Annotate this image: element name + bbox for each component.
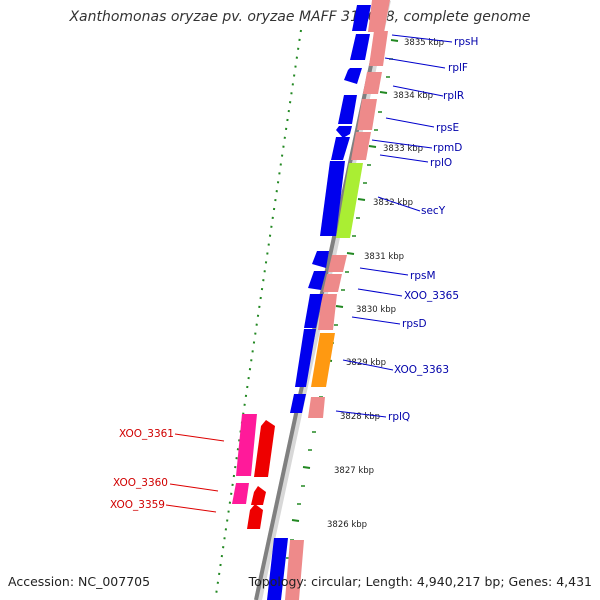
kbp-label-3831: 3831 kbp — [364, 252, 404, 262]
gene-label-rpsD[interactable]: rpsD — [402, 318, 427, 330]
gene-label-rplR[interactable]: rplR — [443, 90, 464, 102]
right-leader-lines — [335, 34, 453, 418]
kbp-label-3827: 3827 kbp — [334, 466, 374, 476]
genome-title: Xanthomonas oryzae pv. oryzae MAFF 31101… — [69, 9, 531, 25]
kbp-label-3835: 3835 kbp — [404, 38, 444, 48]
kbp-label-3832: 3832 kbp — [373, 198, 413, 208]
gene-label-secY[interactable]: secY — [421, 205, 446, 217]
gene-label-rpmD[interactable]: rpmD — [433, 142, 462, 154]
gene-label-XOO_3359[interactable]: XOO_3359 — [110, 499, 165, 511]
topology-text: Topology: circular; Length: 4,940,217 bp… — [248, 574, 592, 589]
kbp-label-3826: 3826 kbp — [327, 520, 367, 530]
left-leader-lines — [165, 433, 225, 513]
left-strand-genes — [232, 414, 275, 529]
gene-label-rpsE[interactable]: rpsE — [436, 122, 459, 134]
kbp-label-3828: 3828 kbp — [340, 412, 380, 422]
gene-label-rpsH[interactable]: rpsH — [454, 36, 478, 48]
kbp-label-3834: 3834 kbp — [393, 91, 433, 101]
gene-label-XOO_3360[interactable]: XOO_3360 — [113, 477, 168, 489]
gene-label-XOO_3361[interactable]: XOO_3361 — [119, 428, 174, 440]
gene-label-rplF[interactable]: rplF — [448, 62, 468, 74]
gene-label-rplQ[interactable]: rplQ — [388, 411, 410, 423]
secY-gene — [336, 163, 363, 238]
accession-text: Accession: NC_007705 — [8, 574, 151, 589]
kbp-label-3830: 3830 kbp — [356, 305, 396, 315]
kbp-label-3833: 3833 kbp — [383, 144, 423, 154]
gene-label-XOO_3363[interactable]: XOO_3363 — [394, 364, 449, 376]
rna-track — [285, 0, 390, 600]
kbp-label-3829: 3829 kbp — [346, 358, 386, 368]
gene-label-rpsM[interactable]: rpsM — [410, 270, 436, 282]
XOO_3363-gene — [311, 333, 335, 387]
gene-label-rplO[interactable]: rplO — [430, 157, 452, 169]
gene-label-XOO_3365[interactable]: XOO_3365 — [404, 290, 459, 302]
blue-genes — [267, 5, 371, 600]
